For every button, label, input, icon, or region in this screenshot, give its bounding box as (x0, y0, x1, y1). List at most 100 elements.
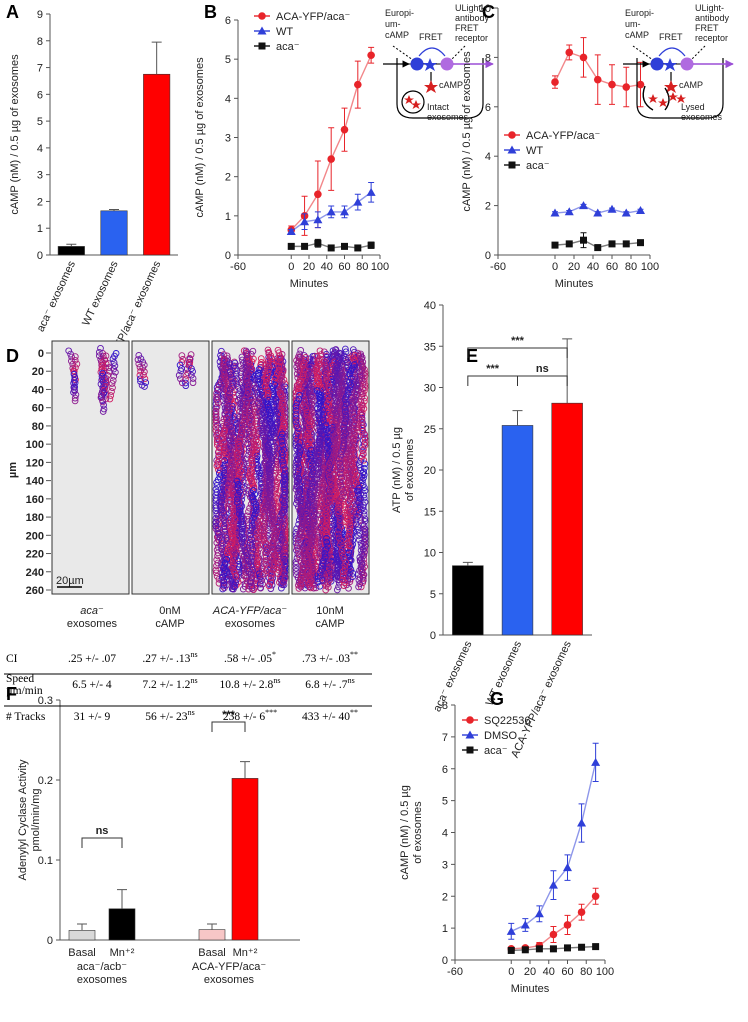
track-dot (266, 415, 274, 422)
track-dot (269, 364, 276, 371)
track-dot (267, 558, 274, 566)
track-dot (255, 398, 263, 406)
track-dot (267, 578, 275, 586)
track-dot (97, 380, 105, 388)
diagram-label: cAMP (625, 30, 649, 40)
y-axis-label: pmol/min/mg (30, 789, 42, 852)
track-dot (281, 574, 289, 582)
marker (565, 48, 574, 57)
track-dot (99, 398, 107, 406)
x-tick-label: 40 (321, 261, 333, 273)
legend-label: SQ22536 (484, 715, 530, 727)
marker (314, 190, 322, 199)
panel-letter: A (6, 2, 19, 22)
track-dot (277, 433, 285, 441)
track-dot (264, 357, 272, 365)
bar (57, 246, 85, 256)
track-dot (280, 512, 288, 520)
track-dot (224, 482, 232, 489)
track-dot (234, 453, 242, 461)
x-axis-label: Minutes (511, 983, 550, 995)
track-dot (189, 379, 197, 387)
track-dot (98, 366, 106, 373)
track-dot (212, 518, 220, 526)
x-tick-label: 20 (524, 966, 536, 978)
track-dot (281, 530, 289, 538)
track-dot (274, 521, 281, 529)
y-tick-label: 0.2 (38, 775, 53, 787)
legend-label: WT (276, 26, 293, 38)
track-dot (219, 585, 227, 593)
y-axis-label: ATP (nM) / 0.5 µg (391, 427, 403, 513)
track-dot (246, 504, 253, 512)
track-dot (248, 574, 255, 582)
track-dot (252, 552, 260, 560)
track-dot (257, 584, 265, 592)
track-dot (213, 462, 221, 470)
bracket (467, 347, 568, 358)
track-dot (105, 364, 113, 371)
track-dot (136, 371, 144, 379)
track-dot (215, 466, 222, 474)
x-tick-label: Basal (198, 947, 226, 959)
marker (564, 944, 571, 952)
track-dot (244, 385, 252, 392)
track-dot (264, 441, 272, 449)
track-dot (107, 392, 115, 399)
track-dot (268, 522, 276, 529)
track-dot (106, 395, 114, 403)
track-dot (225, 443, 233, 451)
marker (592, 943, 600, 951)
track-dot (98, 373, 106, 380)
y-tick-label: 5 (225, 54, 231, 66)
track-dot (231, 359, 239, 367)
legend-label: ACA-YFP/aca⁻ (526, 130, 600, 142)
x-tick-label: 80 (580, 966, 592, 978)
track-dot (278, 399, 286, 407)
track-dot (265, 494, 273, 502)
europium-node (650, 57, 664, 71)
track-dot (226, 477, 234, 485)
track-dot (136, 375, 144, 383)
track-dot (236, 488, 243, 496)
track-dot (262, 452, 269, 459)
track-dot (267, 418, 275, 426)
track-dot (279, 441, 286, 449)
track-dot (268, 511, 276, 519)
diagram-label: FRET (455, 23, 479, 33)
track-dot (242, 347, 250, 355)
track-dot (221, 427, 228, 435)
track-group (212, 346, 289, 594)
track-dot (272, 532, 280, 539)
x-tick-label: aca⁻ exosomes (431, 639, 475, 714)
y-tick-label: 6 (485, 102, 491, 114)
y-tick-label: 2 (442, 891, 448, 903)
bar (100, 210, 128, 256)
track-dot (248, 582, 256, 590)
track-dot (273, 418, 281, 426)
track-dot (248, 434, 256, 441)
track-dot (232, 370, 240, 378)
track-dot (259, 580, 266, 588)
track-dot (238, 528, 246, 536)
track-dot (250, 487, 257, 494)
legend-marker (466, 716, 474, 724)
track-dot (189, 375, 197, 382)
bar (108, 908, 136, 941)
track-dot (250, 586, 257, 594)
dotted-guide (450, 45, 466, 61)
x-tick-label: Mn⁺² (233, 947, 258, 959)
track-dot (112, 368, 119, 376)
marker (286, 227, 296, 235)
annotation: ns (96, 825, 109, 837)
track-dot (223, 534, 230, 542)
track-dot (277, 577, 285, 584)
track-dot (228, 375, 235, 383)
x-tick-label: 80 (625, 261, 637, 273)
track-dot (141, 383, 148, 390)
track-dot (226, 368, 234, 375)
y-tick-label: 120 (26, 457, 44, 469)
track-dot (248, 542, 256, 549)
track-dot (280, 461, 287, 469)
track-dot (71, 387, 78, 395)
